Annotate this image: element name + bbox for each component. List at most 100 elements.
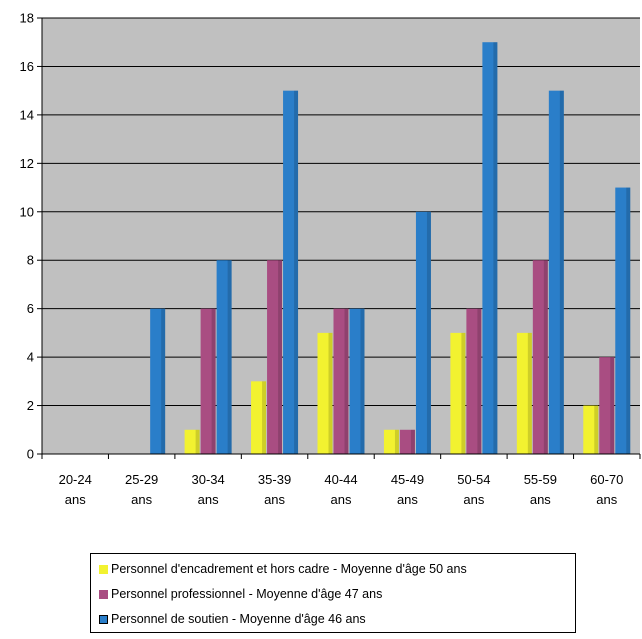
- bar-shade: [211, 308, 216, 454]
- bar-shade: [410, 429, 415, 454]
- legend-label-professionnel: Personnel professionnel - Moyenne d'âge …: [111, 587, 383, 601]
- x-tick-label: 55-59: [524, 472, 557, 487]
- bar: [200, 308, 216, 454]
- bar-fill: [383, 429, 399, 454]
- bar-shade: [543, 260, 548, 454]
- bar-fill: [150, 308, 166, 454]
- x-tick-label: 40-44: [324, 472, 357, 487]
- bar-shade: [344, 308, 349, 454]
- bar-fill: [216, 260, 232, 454]
- bar-shade: [559, 90, 564, 455]
- bar: [184, 429, 200, 454]
- y-tick-label: 8: [27, 253, 34, 268]
- bar-shade: [161, 308, 166, 454]
- bar-fill: [599, 357, 615, 454]
- x-tick-label: 30-34: [191, 472, 224, 487]
- legend-item-professionnel: Personnel professionnel - Moyenne d'âge …: [99, 585, 382, 603]
- legend-label-soutien: Personnel de soutien - Moyenne d'âge 46 …: [111, 612, 366, 626]
- bar: [599, 357, 615, 454]
- legend-swatch-soutien: [99, 614, 108, 624]
- bar-shade: [594, 405, 599, 454]
- bar-fill: [333, 308, 349, 454]
- bar-fill: [615, 187, 631, 455]
- bar-shade: [610, 357, 615, 454]
- bar-shade: [328, 332, 333, 454]
- bar-fill: [415, 211, 431, 454]
- bar-shade: [360, 308, 365, 454]
- x-tick-label: ans: [65, 492, 86, 507]
- bar-fill: [184, 429, 200, 454]
- y-tick-label: 6: [27, 301, 34, 316]
- bar-fill: [516, 332, 532, 454]
- bar: [267, 260, 283, 454]
- bar: [415, 211, 431, 454]
- bar: [399, 429, 415, 454]
- bar-shade: [294, 90, 299, 455]
- x-tick-label: ans: [131, 492, 152, 507]
- x-tick-label: 60-70: [590, 472, 623, 487]
- bar-fill: [251, 381, 267, 454]
- x-tick-label: ans: [530, 492, 551, 507]
- y-tick-label: 12: [20, 156, 34, 171]
- x-tick-label: 20-24: [59, 472, 92, 487]
- x-tick-label: ans: [397, 492, 418, 507]
- bar-fill: [482, 42, 498, 454]
- bar-shade: [426, 211, 431, 454]
- x-tick-label: ans: [596, 492, 617, 507]
- x-tick-label: 45-49: [391, 472, 424, 487]
- bar-shade: [626, 187, 631, 455]
- bar-fill: [450, 332, 466, 454]
- bar: [532, 260, 548, 454]
- legend-item-encadrement: Personnel d'encadrement et hors cadre - …: [99, 560, 467, 578]
- bar-shade: [493, 42, 498, 454]
- y-tick-label: 4: [27, 350, 34, 365]
- bar: [466, 308, 482, 454]
- bar-fill: [349, 308, 365, 454]
- bar: [150, 308, 166, 454]
- bar-fill: [317, 332, 333, 454]
- bar: [548, 90, 564, 455]
- bar-shade: [262, 381, 267, 454]
- bar: [349, 308, 365, 454]
- bar-shade: [227, 260, 232, 454]
- bar: [383, 429, 399, 454]
- x-tick-label: 25-29: [125, 472, 158, 487]
- chart-legend: Personnel d'encadrement et hors cadre - …: [90, 553, 576, 633]
- bar: [482, 42, 498, 454]
- bar-shade: [477, 308, 482, 454]
- bar-shade: [527, 332, 532, 454]
- legend-label-encadrement: Personnel d'encadrement et hors cadre - …: [111, 562, 467, 576]
- x-tick-label: ans: [264, 492, 285, 507]
- y-tick-label: 18: [20, 11, 34, 26]
- x-tick-label: 35-39: [258, 472, 291, 487]
- bar-fill: [399, 429, 415, 454]
- bar-shade: [195, 429, 200, 454]
- bar: [251, 381, 267, 454]
- bar: [317, 332, 333, 454]
- y-tick-label: 2: [27, 398, 34, 413]
- bar-shade: [394, 429, 399, 454]
- bar: [333, 308, 349, 454]
- bar-fill: [267, 260, 283, 454]
- bar-fill: [283, 90, 299, 455]
- bar-fill: [583, 405, 599, 454]
- x-tick-label: ans: [463, 492, 484, 507]
- bar-shade: [278, 260, 283, 454]
- bar: [615, 187, 631, 455]
- x-tick-label: ans: [198, 492, 219, 507]
- bar: [516, 332, 532, 454]
- bar: [216, 260, 232, 454]
- bar-fill: [200, 308, 216, 454]
- x-tick-label: 50-54: [457, 472, 490, 487]
- bar: [283, 90, 299, 455]
- y-tick-label: 14: [20, 107, 34, 122]
- bar-fill: [466, 308, 482, 454]
- bar: [583, 405, 599, 454]
- y-tick-label: 10: [20, 204, 34, 219]
- y-tick-label: 0: [27, 447, 34, 462]
- bar-fill: [548, 90, 564, 455]
- y-tick-label: 16: [20, 59, 34, 74]
- bar-fill: [532, 260, 548, 454]
